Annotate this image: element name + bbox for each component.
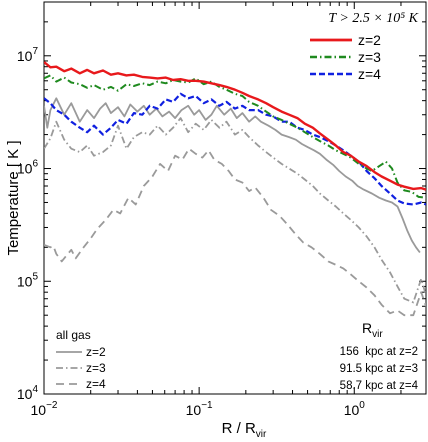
all-gas-legend-title: all gas	[56, 328, 91, 342]
rvir-row: 91.5 kpc at z=3	[340, 363, 418, 375]
all-gas-legend-label: z=2	[86, 345, 106, 359]
plot-frame	[43, 1, 427, 395]
rvir-title: Rvir	[362, 320, 383, 340]
hot-gas-series-z-3	[44, 74, 426, 199]
all-gas-series-z-3	[44, 117, 426, 304]
top-legend-label: z=2	[358, 32, 381, 48]
top-legend-label: z=4	[358, 66, 381, 82]
rvir-rows: 156 kpc at z=2 91.5 kpc at z=3 58.7 kpc at…	[340, 346, 419, 392]
tick-labels: 10−2 10−1 100 104 105 106 107	[17, 46, 365, 418]
all-gas-legend-label: z=4	[86, 377, 106, 391]
top-legend: T > 2.5 × 10⁵ K z=2z=3z=4	[310, 11, 419, 82]
x-axis-label-subscript: vir	[256, 429, 267, 440]
y-tick-label: 105	[17, 271, 39, 289]
top-legend-label: z=3	[358, 49, 381, 65]
hot-gas-series-z-2	[44, 61, 426, 191]
y-tick-label: 107	[17, 46, 39, 64]
rvir-row: 58.7 kpc at z=4	[340, 380, 419, 392]
all-gas-series-z-2	[44, 97, 421, 254]
x-tick-label: 10−1	[186, 400, 213, 418]
rvir-row: 156 kpc at z=2	[340, 346, 418, 358]
axis-ticks	[43, 1, 426, 395]
y-axis-label: Temperature [ K ]	[5, 140, 22, 255]
hot-gas-series-z-4	[44, 92, 426, 206]
top-legend-title: T > 2.5 × 10⁵ K	[328, 11, 418, 26]
rvir-title-subscript: vir	[372, 329, 383, 340]
data-curves	[44, 61, 426, 317]
y-tick-label: 106	[17, 159, 39, 177]
rvir-block: Rvir 156 kpc at z=2 91.5 kpc at z=3 58.7 k…	[340, 320, 419, 392]
y-tick-label: 104	[17, 384, 39, 402]
x-axis-label: R / Rvir	[222, 420, 267, 440]
all-gas-series-z-4	[44, 147, 426, 317]
all-gas-legend: all gas z=2 z=3 z=4	[56, 328, 106, 391]
x-tick-label: 10−2	[31, 400, 58, 418]
all-gas-legend-label: z=3	[86, 361, 106, 375]
top-legend-entries: z=2z=3z=4	[310, 32, 381, 82]
all-gas-legend-entries: z=2 z=3 z=4	[56, 345, 106, 391]
x-tick-label: 100	[344, 400, 366, 418]
